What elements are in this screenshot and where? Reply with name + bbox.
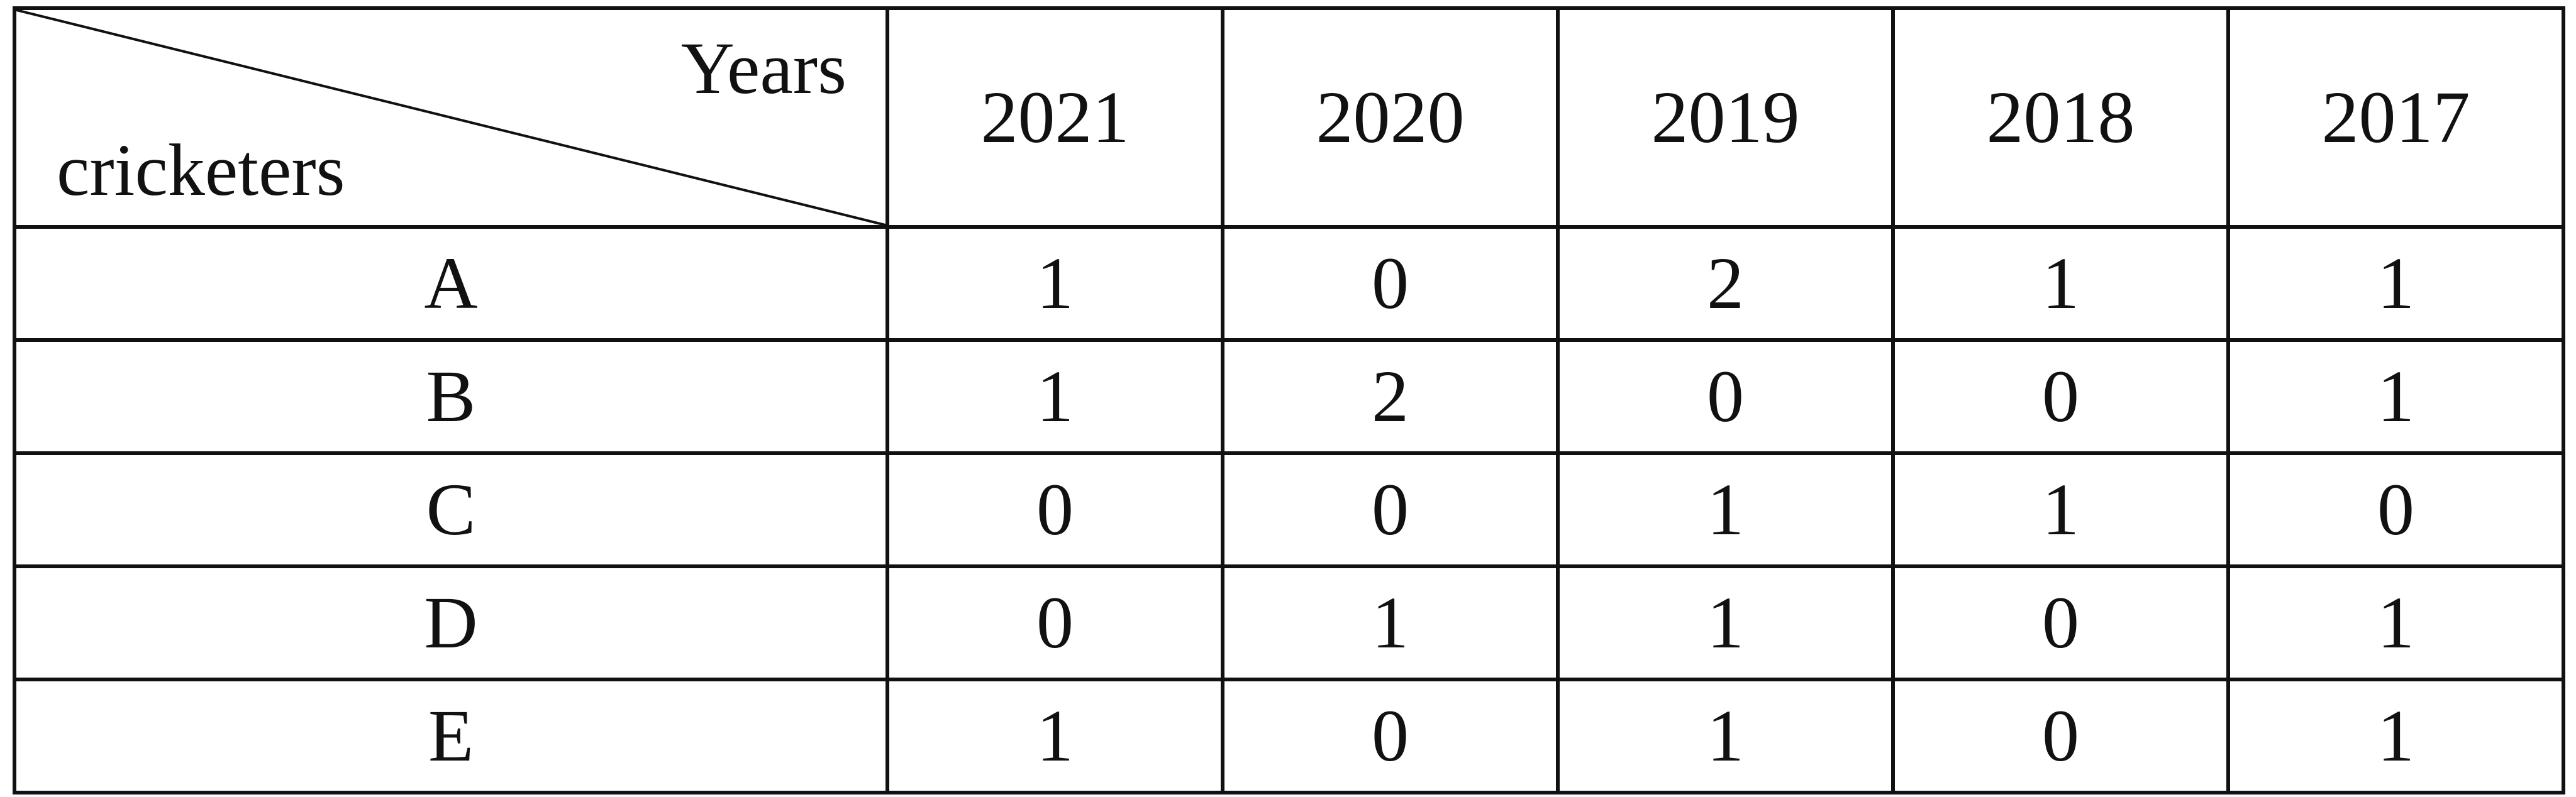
years-axis-label: Years [680,27,847,109]
table-cell: 1 [886,338,1224,455]
table-cell: 1 [1556,451,1895,568]
cricketer-label: B [13,338,889,455]
table-cell: 1 [1556,678,1895,794]
corner-header-cell: Years cricketers [13,6,889,229]
table-cell: 0 [1891,678,2230,794]
table-cell: 1 [1891,225,2230,342]
cricketers-years-table: Years cricketers 2021 2020 2019 2018 201… [13,6,2565,794]
table-cell: 0 [1556,338,1895,455]
year-header: 2020 [1221,6,1560,229]
year-header: 2017 [2226,6,2565,229]
cricketer-label: C [13,451,889,568]
table-cell: 0 [1891,564,2230,681]
table-cell: 1 [1221,564,1560,681]
cricketer-label: A [13,225,889,342]
table-cell: 1 [1556,564,1895,681]
cricketer-label: D [13,564,889,681]
table-cell: 1 [2226,225,2565,342]
table-cell: 0 [1221,678,1560,794]
header-row: Years cricketers 2021 2020 2019 2018 201… [13,6,2565,229]
table-cell: 0 [1221,451,1560,568]
year-header: 2018 [1891,6,2230,229]
table-row: C 0 0 1 1 0 [13,451,2565,568]
table-cell: 1 [2226,678,2565,794]
table-row: D 0 1 1 0 1 [13,564,2565,681]
table-cell: 0 [886,451,1224,568]
table-cell: 1 [1891,451,2230,568]
cricketers-axis-label: cricketers [57,129,345,211]
cricketer-label: E [13,678,889,794]
table-cell: 1 [2226,338,2565,455]
table-cell: 0 [2226,451,2565,568]
diagonal-divider [16,10,886,225]
table-row: A 1 0 2 1 1 [13,225,2565,342]
table-cell: 1 [2226,564,2565,681]
year-header: 2019 [1556,6,1895,229]
table-cell: 0 [1221,225,1560,342]
table-cell: 0 [1891,338,2230,455]
year-header: 2021 [886,6,1224,229]
table-row: B 1 2 0 0 1 [13,338,2565,455]
table-cell: 1 [886,678,1224,794]
table-cell: 2 [1221,338,1560,455]
table-row: E 1 0 1 0 1 [13,678,2565,794]
table-cell: 1 [886,225,1224,342]
table-cell: 0 [886,564,1224,681]
table-cell: 2 [1556,225,1895,342]
